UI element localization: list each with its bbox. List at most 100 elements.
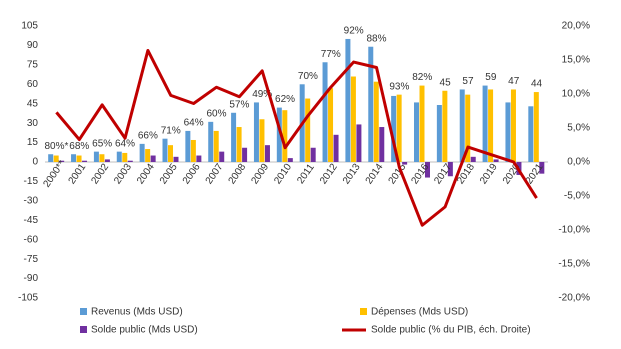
x-tick-label: 2009	[249, 161, 271, 186]
annotation: 92%	[344, 26, 364, 37]
bar	[139, 143, 145, 162]
y2-tick-label: -20,0%	[558, 293, 590, 304]
y-tick-label: -105	[18, 293, 38, 304]
bar	[259, 119, 265, 162]
legend-label: Solde public (Mds USD)	[91, 325, 198, 336]
x-tick-label: 2008	[227, 161, 249, 186]
x-tick-label: 2014	[364, 161, 386, 186]
y2-tick-label: -15,0%	[558, 259, 590, 270]
y-tick-label: 45	[27, 98, 39, 109]
annotation: 59	[485, 72, 497, 83]
bar	[231, 112, 237, 162]
x-tick-label: 2012	[318, 161, 340, 186]
y2-tick-label: -5,0%	[564, 191, 590, 202]
annotation: 57%	[229, 99, 249, 110]
legend-label: Revenus (Mds USD)	[91, 307, 183, 318]
y-tick-label: 15	[27, 137, 39, 148]
y2-tick-label: 20,0%	[562, 21, 590, 32]
line	[55, 48, 538, 227]
bar	[470, 156, 476, 162]
bar	[322, 62, 328, 163]
bar	[368, 46, 374, 162]
y2-tick-label: 5,0%	[567, 123, 590, 134]
bar	[345, 38, 351, 163]
bar	[533, 92, 539, 162]
bar	[350, 76, 356, 162]
bar	[287, 158, 293, 162]
x-tick-label: 2002	[89, 161, 111, 186]
bar	[310, 147, 316, 162]
legend-swatch	[80, 308, 87, 315]
y2-tick-label: -10,0%	[558, 225, 590, 236]
bar	[82, 160, 88, 162]
bar	[396, 94, 402, 162]
bar	[59, 160, 65, 162]
annotation: 82%	[412, 72, 432, 83]
bar	[505, 102, 511, 162]
y2-tick-label: 0,0%	[567, 157, 590, 168]
bar	[122, 152, 128, 162]
bar	[276, 107, 282, 162]
x-tick-label: 2001	[67, 161, 89, 186]
y-tick-label: 0	[32, 157, 38, 168]
bar	[185, 130, 191, 162]
x-tick-label: 2004	[135, 161, 157, 186]
x-tick-label: 2003	[112, 161, 134, 186]
bar	[93, 151, 99, 162]
bar	[282, 110, 288, 162]
x-tick-label: 2010	[272, 161, 294, 186]
bar	[510, 89, 516, 162]
annotation: 80%*	[44, 141, 68, 152]
y-tick-label: 60	[27, 79, 39, 90]
bar	[208, 121, 214, 162]
bar	[414, 102, 419, 162]
bar	[328, 88, 334, 162]
bar	[236, 127, 242, 162]
y2-tick-label: 15,0%	[562, 55, 590, 66]
y-tick-label: 90	[27, 40, 39, 51]
y2-tick-label: 10,0%	[562, 89, 590, 100]
bar	[264, 145, 270, 162]
legend-swatch	[360, 308, 367, 315]
annotation: 62%	[275, 94, 295, 105]
x-tick-label: 2007	[204, 161, 226, 186]
x-tick-label: 2000**	[41, 159, 67, 190]
y-tick-label: 105	[21, 21, 38, 32]
bar	[447, 162, 453, 177]
bar	[402, 162, 408, 165]
legend-swatch	[80, 326, 87, 333]
bar	[488, 89, 494, 162]
bar	[150, 155, 156, 162]
annotation: 68%	[69, 141, 89, 152]
annotation: 65%	[92, 138, 112, 149]
bar	[493, 159, 499, 162]
bar	[305, 98, 311, 162]
bar	[168, 145, 173, 162]
annotation: 57	[462, 76, 474, 87]
annotation: 64%	[184, 118, 204, 129]
x-tick-label: 2013	[341, 161, 363, 186]
bar	[219, 151, 225, 162]
bar	[116, 151, 122, 162]
y-tick-label: -30	[24, 195, 39, 206]
bar	[48, 154, 54, 162]
bar	[242, 147, 248, 162]
y-tick-label: -45	[24, 215, 39, 226]
bar	[162, 138, 168, 162]
x-tick-label: 2019	[478, 161, 500, 186]
bar	[333, 134, 339, 162]
bar	[436, 105, 442, 162]
annotation: 77%	[321, 49, 341, 60]
annotation: 88%	[367, 33, 387, 44]
x-tick-label: 2006	[181, 161, 203, 186]
annotation: 44	[531, 79, 543, 90]
annotation: 64%	[115, 138, 135, 149]
bar	[99, 154, 105, 162]
x-tick-label: 2011	[295, 162, 317, 186]
y-tick-label: -75	[24, 254, 39, 265]
legend-label: Solde public (% du PIB, éch. Droite)	[371, 325, 531, 336]
x-tick-label: 2005	[158, 161, 180, 186]
annotation: 93%	[389, 81, 409, 92]
